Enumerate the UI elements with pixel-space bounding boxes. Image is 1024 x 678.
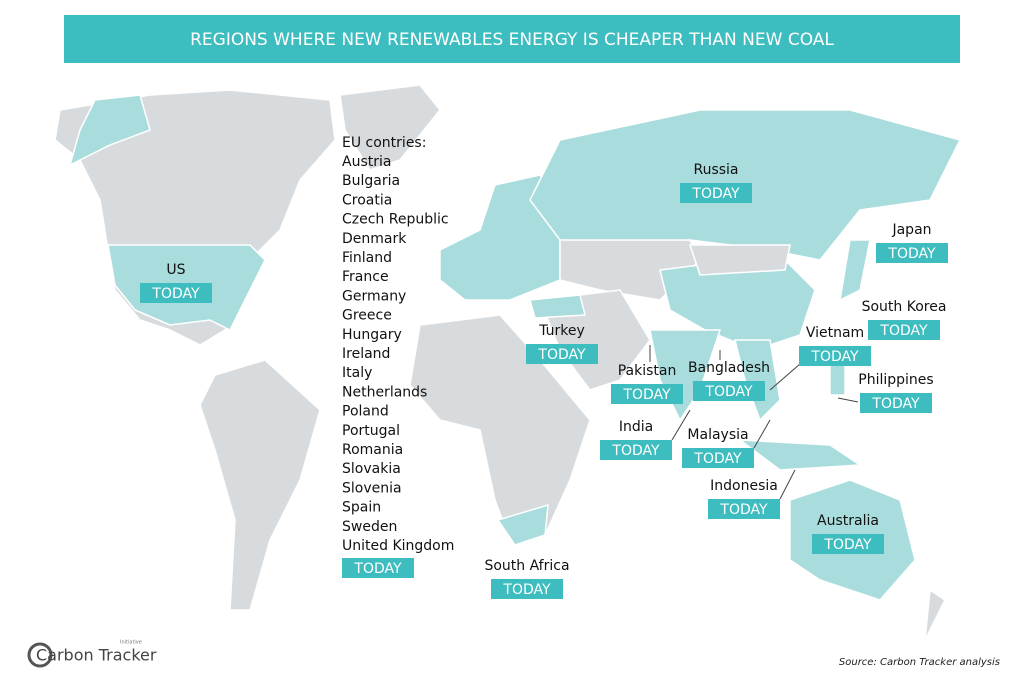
region-name: Philippines xyxy=(858,372,933,388)
logo: Carbon Tracker Initiative xyxy=(27,640,157,668)
eu-country: Slovakia xyxy=(342,461,401,477)
indonesia-shape xyxy=(737,439,863,471)
status-badge xyxy=(682,448,754,468)
eu-country: Poland xyxy=(342,404,389,420)
eu-country: Italy xyxy=(342,365,372,381)
alaska xyxy=(68,94,151,167)
region-name: Turkey xyxy=(538,323,585,339)
eu-country: Bulgaria xyxy=(342,173,400,189)
eu-country: Netherlands xyxy=(342,384,427,400)
status-badge xyxy=(868,320,940,340)
eu-country: Romania xyxy=(342,442,403,458)
eu-country: Slovenia xyxy=(342,480,402,496)
mongolia xyxy=(688,244,791,276)
status-text: TODAY xyxy=(537,347,586,363)
status-text: TODAY xyxy=(871,396,920,412)
greenland xyxy=(339,84,441,171)
southeast-asia xyxy=(734,339,781,422)
status-badge xyxy=(799,346,871,366)
eu-country: Croatia xyxy=(342,192,392,208)
status-text: TODAY xyxy=(719,502,768,518)
status-badge xyxy=(693,381,765,401)
eu-country: Sweden xyxy=(342,519,397,535)
eu-country: Germany xyxy=(342,288,406,304)
status-text: TODAY xyxy=(151,286,200,302)
leader-lines xyxy=(649,345,859,500)
status-text: TODAY xyxy=(622,387,671,403)
region-name: Pakistan xyxy=(618,363,677,379)
status-text: TODAY xyxy=(823,537,872,553)
status-badge xyxy=(708,499,780,519)
new-zealand xyxy=(924,588,946,641)
leader-line xyxy=(837,397,859,403)
region-name: Australia xyxy=(817,513,879,529)
status-badge xyxy=(611,384,683,404)
region-name: South Korea xyxy=(862,299,947,315)
leader-line xyxy=(779,469,796,500)
region-name: Japan xyxy=(891,222,931,238)
eu-country: Spain xyxy=(342,500,381,516)
title-banner xyxy=(64,15,960,63)
status-badge xyxy=(812,534,884,554)
eu-country: Portugal xyxy=(342,423,400,439)
status-text: TODAY xyxy=(810,349,859,365)
eu-country: France xyxy=(342,269,389,285)
status-text: TODAY xyxy=(879,323,928,339)
labels: EU contries: Austria Bulgaria Croatia Czech … xyxy=(140,135,948,599)
region-name: US xyxy=(166,262,185,278)
status-badge xyxy=(526,344,598,364)
india-shape xyxy=(649,329,722,422)
eu-heading: EU contries: xyxy=(342,135,426,151)
status-text: TODAY xyxy=(693,451,742,467)
status-badge xyxy=(140,283,212,303)
status-badge xyxy=(600,440,672,460)
eu-country: Austria xyxy=(342,154,391,170)
eu-country: Finland xyxy=(342,250,392,266)
logo-name: Carbon Tracker xyxy=(36,646,157,665)
eu-country: Czech Republic xyxy=(342,212,449,228)
status-text: TODAY xyxy=(353,561,402,577)
status-badge xyxy=(491,579,563,599)
source: Source: Carbon Tracker analysis xyxy=(839,657,1000,668)
eu-country: Hungary xyxy=(342,327,402,343)
logo-mark xyxy=(27,642,53,668)
world-map xyxy=(54,84,962,641)
status-badge xyxy=(342,558,414,578)
region-name: Bangladesh xyxy=(688,360,770,376)
leader-line xyxy=(753,419,771,449)
leader-line xyxy=(671,409,691,441)
south-africa-shape xyxy=(496,503,549,546)
status-badge xyxy=(680,183,752,203)
title: REGIONS WHERE NEW RENEWABLES ENERGY IS C… xyxy=(190,30,834,50)
status-text: TODAY xyxy=(887,246,936,262)
eu-country: Denmark xyxy=(342,231,407,247)
status-text: TODAY xyxy=(704,384,753,400)
region-name: Vietnam xyxy=(806,325,864,341)
region-name: South Africa xyxy=(484,558,569,574)
status-badge xyxy=(876,243,948,263)
region-name: India xyxy=(619,419,653,435)
status-text: TODAY xyxy=(502,582,551,598)
eu-country: Ireland xyxy=(342,346,390,362)
status-text: TODAY xyxy=(691,186,740,202)
status-text: TODAY xyxy=(611,443,660,459)
eu-country: United Kingdom xyxy=(342,538,454,554)
region-name: Russia xyxy=(693,162,738,178)
turkey-shape xyxy=(529,294,586,319)
leader-line xyxy=(769,363,801,391)
south-america xyxy=(199,359,321,611)
region-name: Malaysia xyxy=(687,427,748,443)
status-badge xyxy=(860,393,932,413)
logo-tagline: Initiative xyxy=(120,640,142,646)
japan-shape xyxy=(839,239,871,302)
eu-country: Greece xyxy=(342,308,392,324)
region-name: Indonesia xyxy=(710,478,778,494)
